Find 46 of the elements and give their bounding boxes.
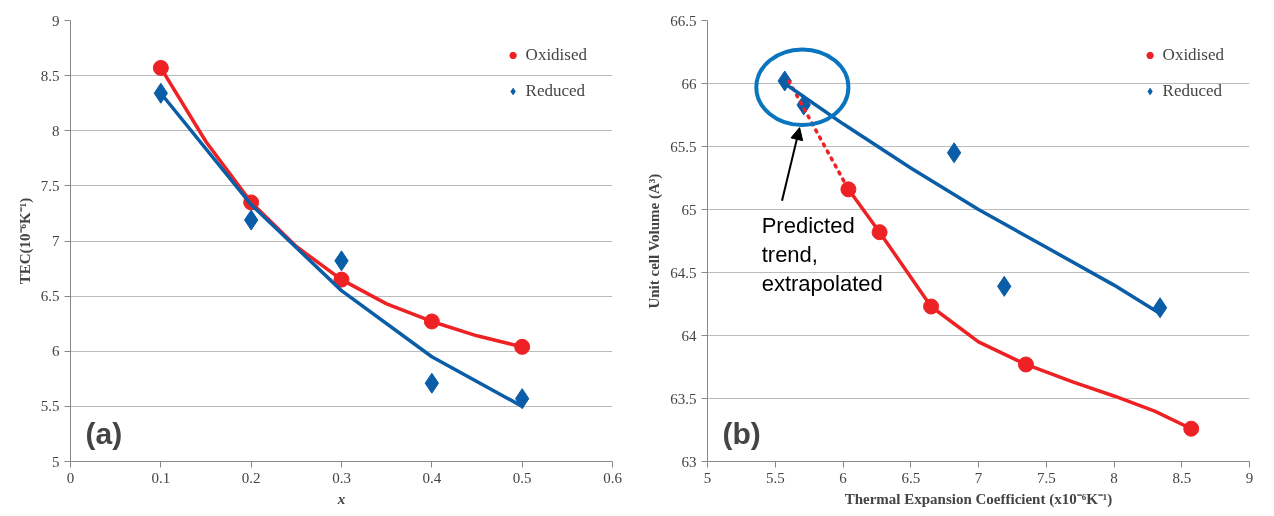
x-tick-label: 7	[974, 469, 983, 486]
y-axis-title: Unit cell Volume (A³)	[646, 173, 664, 309]
point	[1152, 297, 1168, 319]
y-tick-label: 8	[52, 122, 60, 139]
y-tick-label: 65	[681, 201, 697, 218]
y-tick-label: 63.5	[670, 390, 697, 407]
y-tick-label: 7	[52, 233, 60, 249]
y-tick-label: 64.5	[670, 264, 697, 281]
x-axis-title: Thermal Expansion Coefficient (x10⁻⁶K⁻¹)	[844, 490, 1113, 508]
x-tick-label: 7.5	[1036, 469, 1056, 486]
legend-label: Oxidised	[525, 45, 587, 65]
y-tick-label: 5.5	[40, 398, 60, 415]
x-tick-label: 0.2	[241, 469, 261, 486]
x-tick-label: 8	[1110, 469, 1118, 486]
x-axis-title: x	[336, 490, 346, 507]
y-tick-label: 63	[681, 453, 697, 470]
y-tick-label: 5	[52, 453, 60, 470]
y-tick-label: 6.5	[40, 288, 60, 305]
y-tick-label: 66	[681, 75, 697, 92]
y-tick-label: 9	[52, 12, 60, 29]
y-tick-label: 64	[681, 327, 697, 344]
y-tick-label: 6	[52, 343, 60, 360]
point	[946, 142, 962, 164]
x-tick-label: 0.4	[422, 469, 442, 486]
legend-label: Reduced	[1162, 81, 1223, 101]
x-tick-label: 6.5	[901, 469, 921, 486]
annotation: (a)	[85, 416, 123, 450]
x-tick-label: 8.5	[1172, 469, 1192, 486]
legend-label: Oxidised	[1162, 45, 1224, 65]
x-tick-label: 0.6	[603, 469, 623, 486]
legend-label: Reduced	[525, 81, 586, 101]
y-tick-label: 8.5	[40, 67, 60, 84]
x-tick-label: 6	[839, 469, 848, 486]
annotation: (b)	[722, 416, 761, 450]
y-tick-label: 66.5	[670, 12, 697, 29]
x-tick-label: 0.1	[151, 469, 171, 486]
x-tick-label: 0.3	[332, 469, 351, 486]
y-tick-label: 65.5	[670, 138, 697, 155]
x-tick-label: 5	[703, 469, 712, 486]
x-tick-label: 9	[1245, 469, 1254, 486]
x-tick-label: 5.5	[765, 469, 785, 486]
x-tick-label: 0	[66, 469, 75, 486]
x-tick-label: 0.5	[512, 469, 532, 486]
y-axis-title: TEC(10⁻⁶K⁻¹)	[16, 197, 34, 285]
annotation: Predicted trend, extrapolated	[761, 213, 883, 297]
y-tick-label: 7.5	[40, 177, 60, 194]
